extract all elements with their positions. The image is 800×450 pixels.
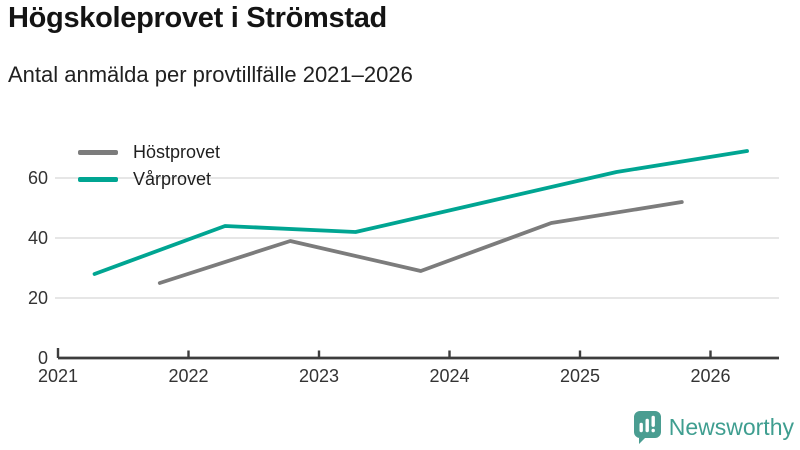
legend-item-hostprovet: Höstprovet [78, 139, 220, 166]
x-tick-label: 2021 [38, 366, 78, 386]
x-tick-label: 2024 [429, 366, 469, 386]
legend-item-varprovet: Vårprovet [78, 166, 220, 193]
series-line-vårprovet [92, 149, 749, 276]
bar-chart-speech-bubble-icon [633, 411, 661, 444]
y-tick-label: 60 [28, 168, 48, 188]
newsworthy-logo-text: Newsworthy [668, 414, 794, 440]
chart-title: Högskoleprovet i Strömstad [8, 2, 387, 34]
legend-label: Vårprovet [133, 169, 212, 189]
series-line-höstprovet [157, 200, 684, 285]
x-tick-label: 2026 [690, 366, 730, 386]
varprovet-line-swatch [78, 177, 118, 182]
hostprovet-line-swatch [78, 150, 118, 155]
y-tick-label: 20 [28, 288, 48, 308]
x-tick-label: 2023 [299, 366, 339, 386]
x-tick-label: 2025 [560, 366, 600, 386]
newsworthy-logo[interactable]: Newsworthy [633, 410, 794, 445]
chart-subtitle: Antal anmälda per provtillfälle 2021–202… [8, 62, 413, 87]
y-tick-label: 0 [38, 348, 48, 368]
chart-legend: Höstprovet Vårprovet [78, 139, 220, 193]
x-tick-label: 2022 [168, 366, 208, 386]
legend-label: Höstprovet [133, 142, 221, 162]
y-tick-label: 40 [28, 228, 48, 248]
